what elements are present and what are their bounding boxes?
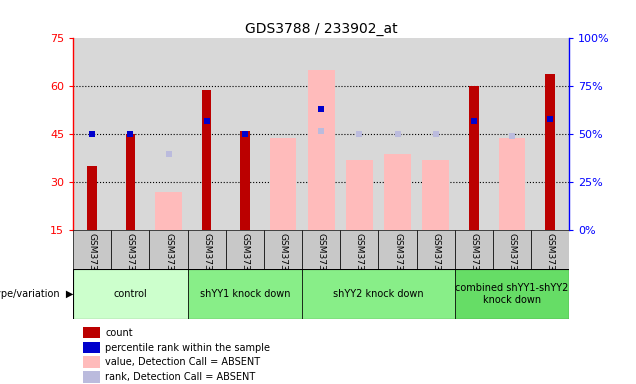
Bar [378,230,417,276]
Bar [455,230,493,276]
Text: GSM373624: GSM373624 [469,233,478,288]
Bar [111,230,149,276]
Text: GSM373623: GSM373623 [431,233,440,288]
Bar [73,230,111,276]
Text: rank, Detection Call = ABSENT: rank, Detection Call = ABSENT [106,372,256,382]
Bar [417,38,455,230]
Title: GDS3788 / 233902_at: GDS3788 / 233902_at [245,22,398,36]
Text: GSM373619: GSM373619 [279,233,287,288]
Text: GSM373616: GSM373616 [164,233,173,288]
Text: GSM373621: GSM373621 [355,233,364,288]
Text: control: control [113,289,148,299]
Bar [188,38,226,230]
Bar [188,230,226,276]
Bar [240,131,249,230]
Text: GSM373622: GSM373622 [393,233,402,288]
Bar [83,356,100,368]
Text: GSM373615: GSM373615 [126,233,135,288]
Bar [340,230,378,276]
Bar [422,160,449,230]
Bar [531,230,569,276]
Bar [340,38,378,230]
Text: GSM373617: GSM373617 [202,233,211,288]
Bar [83,371,100,383]
Bar [417,230,455,276]
Bar [111,38,149,230]
Bar [308,70,335,230]
Bar [384,154,411,230]
Text: GSM373626: GSM373626 [546,233,555,288]
Text: GSM373625: GSM373625 [508,233,516,288]
Bar [264,230,302,276]
Bar [346,160,373,230]
Bar [188,269,302,319]
Bar [226,230,264,276]
Bar [226,38,264,230]
Bar [455,269,569,319]
Text: shYY1 knock down: shYY1 knock down [200,289,290,299]
Text: GSM373620: GSM373620 [317,233,326,288]
Text: value, Detection Call = ABSENT: value, Detection Call = ABSENT [106,358,261,367]
Text: GSM373618: GSM373618 [240,233,249,288]
Bar [149,230,188,276]
Bar [83,326,100,338]
Bar [499,137,525,230]
Bar [73,269,188,319]
Bar [88,166,97,230]
Bar [455,38,493,230]
Bar [302,230,340,276]
Text: combined shYY1-shYY2
knock down: combined shYY1-shYY2 knock down [455,283,569,305]
Text: percentile rank within the sample: percentile rank within the sample [106,343,270,353]
Bar [302,269,455,319]
Bar [531,38,569,230]
Bar [202,89,211,230]
Bar [546,74,555,230]
Bar [155,192,182,230]
Bar [126,134,135,230]
Text: shYY2 knock down: shYY2 knock down [333,289,424,299]
Bar [270,137,296,230]
Bar [378,38,417,230]
Text: GSM373614: GSM373614 [88,233,97,288]
Bar [302,38,340,230]
Bar [469,86,479,230]
Bar [493,38,531,230]
Text: genotype/variation  ▶: genotype/variation ▶ [0,289,73,299]
Bar [264,38,302,230]
Bar [493,230,531,276]
Bar [149,38,188,230]
Bar [73,38,111,230]
Text: count: count [106,328,133,338]
Bar [83,342,100,353]
